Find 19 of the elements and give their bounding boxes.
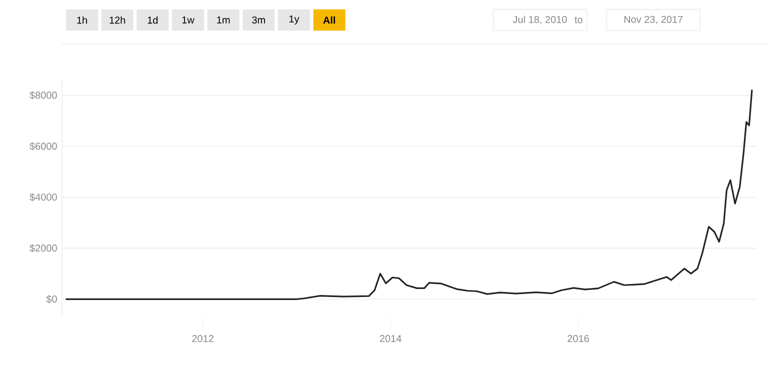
text: 3m: [252, 16, 265, 24]
text: 1h: [77, 16, 87, 24]
y-tick-label: $0: [46, 295, 57, 304]
text: to: [574, 16, 582, 24]
x-tick-label: 2012: [192, 335, 214, 342]
text: 1w: [182, 16, 194, 24]
y-tick-label: $8000: [30, 91, 57, 100]
text: 12h: [110, 16, 126, 24]
text: 1d: [148, 16, 158, 24]
text: 1m: [217, 16, 230, 24]
x-tick-label: 2016: [568, 335, 589, 342]
y-tick-label: $6000: [30, 142, 57, 150]
y-tick-label: $2000: [30, 244, 57, 252]
text: Nov 23, 2017: [624, 16, 683, 24]
text: All: [323, 16, 336, 24]
text: 1y: [289, 16, 300, 24]
text: Jul 18, 2010: [512, 16, 567, 24]
x-tick-label: 2014: [380, 335, 402, 342]
y-tick-label: $4000: [30, 193, 57, 202]
